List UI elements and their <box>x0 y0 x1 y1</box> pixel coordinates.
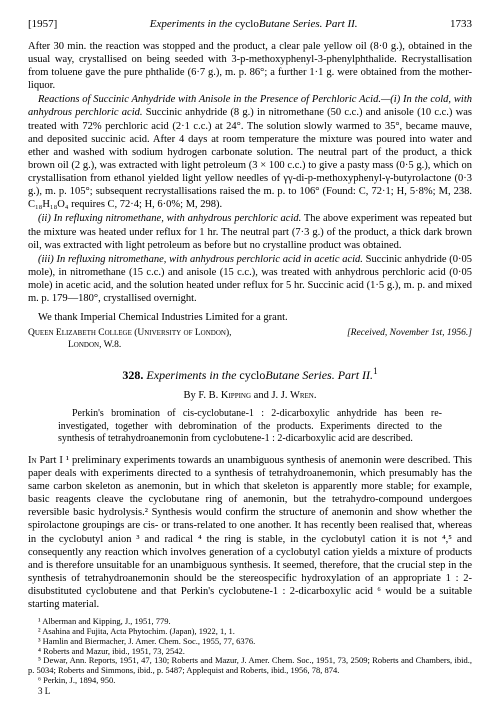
footnote-6: ⁶ Perkin, J., 1894, 950. <box>28 676 472 686</box>
upper-paragraph-4: (iii) In refluxing nitromethane, with an… <box>28 253 472 306</box>
upper-section: Reactions of Succinic Anhydride with Ani… <box>28 93 472 211</box>
header-title: Experiments in the cycloButane Series. P… <box>150 18 358 32</box>
body-paragraph: In Part I ¹ preliminary experiments towa… <box>28 454 472 612</box>
acknowledgement: We thank Imperial Chemical Industries Li… <box>28 311 472 324</box>
header-page-number: 1733 <box>450 18 472 32</box>
abstract: Perkin's bromination of cis-cyclobutane-… <box>58 408 442 446</box>
signature-mark: 3 L <box>28 686 472 696</box>
affiliation-left: Queen Elizabeth College (University of L… <box>28 328 232 352</box>
author-2: J. J. Wren. <box>271 390 316 401</box>
article-title: 328. Experiments in the cycloButane Seri… <box>28 366 472 383</box>
upper-paragraph-2: Succinic anhydride (8 g.) in nitromethan… <box>28 107 472 210</box>
header-year: [1957] <box>28 18 57 32</box>
journal-page: [1957] Experiments in the cycloButane Se… <box>0 0 500 714</box>
authors-line: By F. B. Kipping and J. J. Wren. <box>28 389 472 402</box>
author-1: F. B. Kipping <box>198 390 251 401</box>
footnotes-block: ¹ Alberman and Kipping, J., 1951, 779. ²… <box>28 617 472 696</box>
affiliation-block: Queen Elizabeth College (University of L… <box>28 328 472 352</box>
footnote-5: ⁵ Dewar, Ann. Reports, 1951, 47, 130; Ro… <box>28 656 472 676</box>
upper-paragraph-3: (ii) In refluxing nitromethane, with anh… <box>28 212 472 251</box>
running-header: [1957] Experiments in the cycloButane Se… <box>28 18 472 32</box>
received-date: [Received, November 1st, 1956.] <box>347 328 472 352</box>
upper-paragraph-1: After 30 min. the reaction was stopped a… <box>28 40 472 93</box>
